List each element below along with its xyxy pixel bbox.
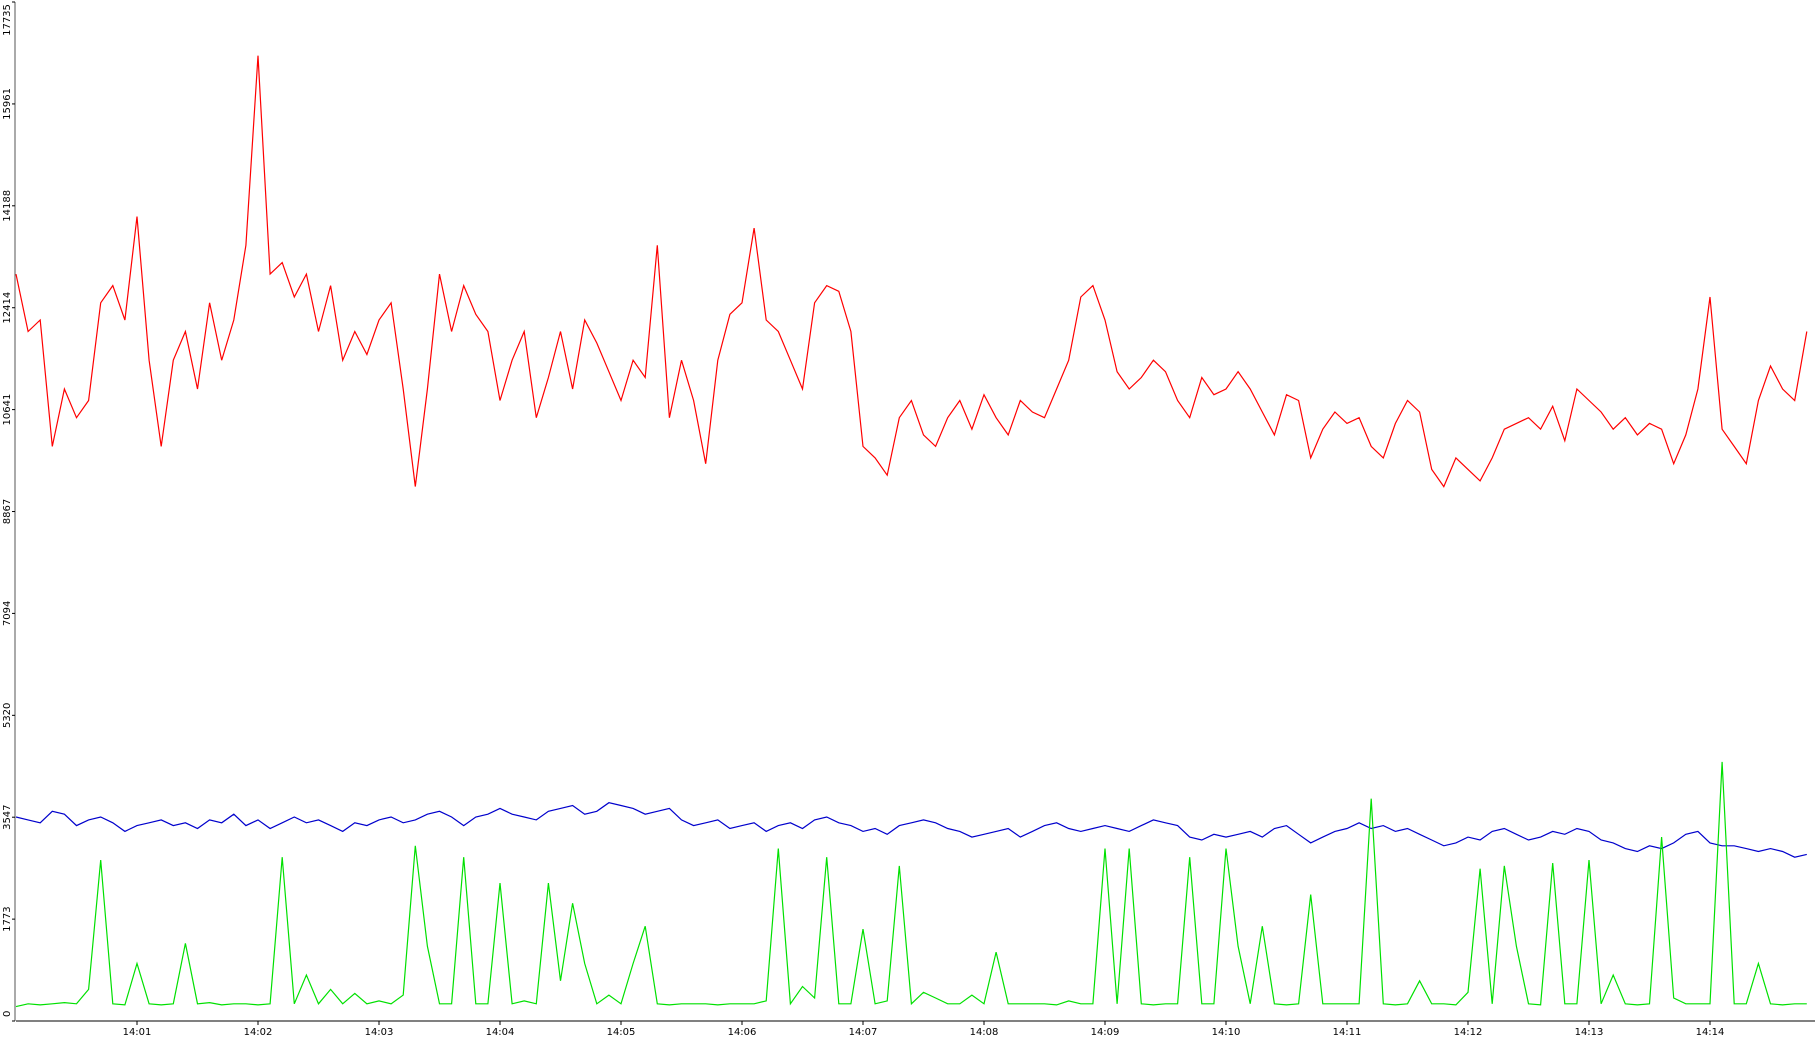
y-tick-label: 10641 bbox=[2, 394, 13, 426]
x-tick-label: 14:05 bbox=[607, 1027, 636, 1038]
x-tick-label: 14:12 bbox=[1454, 1027, 1483, 1038]
x-tick-label: 14:07 bbox=[849, 1027, 878, 1038]
x-tick-label: 14:03 bbox=[365, 1027, 394, 1038]
x-tick-label: 14:02 bbox=[244, 1027, 273, 1038]
y-tick-label: 7094 bbox=[2, 601, 13, 626]
y-tick-label: 17735 bbox=[2, 4, 13, 36]
x-tick-label: 14:14 bbox=[1696, 1027, 1725, 1038]
x-tick-label: 14:13 bbox=[1575, 1027, 1604, 1038]
x-tick-label: 14:08 bbox=[970, 1027, 999, 1038]
x-tick-label: 14:10 bbox=[1212, 1027, 1241, 1038]
x-tick-label: 14:01 bbox=[123, 1027, 152, 1038]
y-tick-label: 3547 bbox=[2, 804, 13, 829]
series-line bbox=[15, 761, 1807, 1008]
y-tick-label: 5320 bbox=[2, 703, 13, 728]
y-tick-label: 8867 bbox=[2, 499, 13, 524]
series-line bbox=[15, 802, 1807, 858]
x-tick-label: 14:06 bbox=[728, 1027, 757, 1038]
series-line bbox=[15, 55, 1808, 488]
x-tick-label: 14:11 bbox=[1333, 1027, 1362, 1038]
y-tick-label: 1773 bbox=[2, 906, 13, 931]
y-tick-label: 0 bbox=[2, 1011, 13, 1017]
y-tick-label: 12414 bbox=[2, 292, 13, 324]
y-tick-label: 14188 bbox=[2, 190, 13, 222]
x-tick-label: 14:04 bbox=[486, 1027, 515, 1038]
y-tick-label: 15961 bbox=[2, 88, 13, 120]
x-tick-label: 14:09 bbox=[1091, 1027, 1120, 1038]
